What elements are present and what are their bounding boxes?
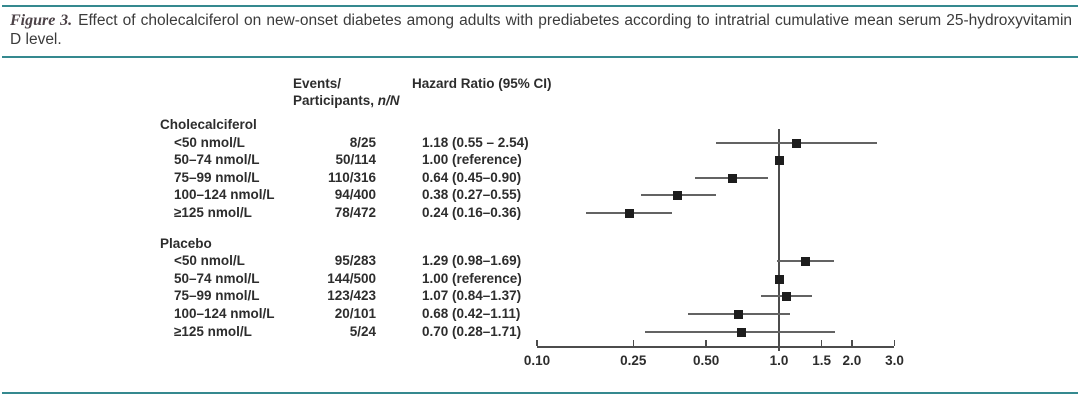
row-events-value: 8/25	[349, 134, 376, 150]
x-axis-line	[537, 346, 895, 348]
x-axis-tick	[820, 340, 823, 346]
x-axis-tick	[705, 340, 707, 346]
events-header-nN: n/N	[377, 93, 400, 108]
figure-number: Figure 3.	[10, 12, 73, 29]
row-hazard-ratio-value: 0.24 (0.16–0.36)	[422, 204, 522, 220]
row-events-value: 5/24	[349, 323, 376, 339]
row-events-value: 110/316	[327, 169, 376, 185]
row-label: ≥125 nmol/L	[174, 204, 252, 220]
row-label: 50–74 nmol/L	[174, 270, 260, 286]
x-axis-tick-label: 0.50	[693, 353, 720, 368]
row-label: <50 nmol/L	[174, 253, 245, 269]
row-label: 75–99 nmol/L	[174, 169, 260, 185]
x-axis-tick-label: 1.0	[769, 353, 789, 368]
row-hazard-ratio-value: 0.70 (0.28–1.71)	[422, 323, 522, 339]
caption-divider-rule	[2, 56, 1078, 58]
table-row: 100–124 nmol/L 94/400 0.38 (0.27–0.55)	[0, 186, 1080, 204]
group-header-row: Cholecalciferol	[0, 116, 1080, 134]
table-row: 50–74 nmol/L 144/500 1.00 (reference)	[0, 270, 1080, 288]
events-header-line1: Events/	[293, 76, 342, 91]
x-axis-tick	[778, 340, 780, 346]
table-row: 50–74 nmol/L 50/114 1.00 (reference)	[0, 151, 1080, 169]
x-axis-tick-label: 3.0	[885, 353, 904, 368]
caption-text: Effect of cholecalciferol on new-onset d…	[10, 12, 1073, 48]
top-rule	[2, 5, 1078, 7]
row-hazard-ratio-value: 0.64 (0.45–0.90)	[422, 169, 522, 185]
bottom-rule	[2, 392, 1078, 394]
x-axis-tick	[536, 340, 538, 346]
row-events-value: 94/400	[334, 187, 376, 203]
row-label: 100–124 nmol/L	[174, 305, 275, 321]
row-hazard-ratio-value: 1.29 (0.98–1.69)	[422, 253, 522, 269]
events-column-header: Events/Participants, n/N	[293, 75, 400, 109]
row-events-value: 95/283	[334, 253, 376, 269]
table-row: <50 nmol/L 8/25 1.18 (0.55 – 2.54)	[0, 134, 1080, 152]
group-name: Cholecalciferol	[160, 117, 257, 132]
row-hazard-ratio-value: 0.68 (0.42–1.11)	[422, 305, 521, 321]
row-hazard-ratio-value: 1.07 (0.84–1.37)	[422, 288, 522, 304]
row-label: <50 nmol/L	[174, 134, 245, 150]
table-row: 75–99 nmol/L 123/423 1.07 (0.84–1.37)	[0, 287, 1080, 305]
table-row: 100–124 nmol/L 20/101 0.68 (0.42–1.11)	[0, 305, 1080, 323]
row-hazard-ratio-value: 1.00 (reference)	[422, 270, 522, 286]
row-hazard-ratio-value: 1.00 (reference)	[422, 152, 522, 168]
table-row: ≥125 nmol/L 78/472 0.24 (0.16–0.36)	[0, 204, 1080, 222]
row-hazard-ratio-value: 0.38 (0.27–0.55)	[422, 187, 522, 203]
figure-caption: Figure 3. Effect of cholecalciferol on ne…	[10, 11, 1072, 49]
row-label: ≥125 nmol/L	[174, 323, 252, 339]
row-label: 100–124 nmol/L	[174, 187, 275, 203]
row-label: 75–99 nmol/L	[174, 288, 260, 304]
row-hazard-ratio-value: 1.18 (0.55 – 2.54)	[422, 134, 529, 150]
table-row: ≥125 nmol/L 5/24 0.70 (0.28–1.71)	[0, 323, 1080, 341]
x-axis-tick-label: 0.25	[620, 353, 647, 368]
x-axis-tick	[632, 340, 635, 346]
row-events-value: 50/114	[335, 152, 376, 168]
events-header-line2: Participants,	[293, 93, 378, 108]
group-header-row: Placebo	[0, 235, 1080, 253]
hazard-ratio-column-header: Hazard Ratio (95% CI)	[412, 76, 552, 91]
row-events-value: 144/500	[327, 270, 376, 286]
row-events-value: 20/101	[334, 305, 376, 321]
x-axis-tick-label: 0.10	[523, 353, 551, 368]
row-events-value: 78/472	[334, 204, 376, 220]
forest-table-rows: Cholecalciferol <50 nmol/L 8/25 1.18 (0.55 …	[0, 116, 1080, 340]
row-events-value: 123/423	[327, 288, 376, 304]
group-name: Placebo	[160, 235, 212, 251]
figure-body: Events/Participants, n/N Hazard Ratio (9…	[0, 60, 1080, 393]
x-axis-tick	[851, 340, 853, 346]
x-axis-tick	[893, 340, 896, 346]
table-row: 75–99 nmol/L 110/316 0.64 (0.45–0.90)	[0, 169, 1080, 187]
x-axis-tick-label: 2.0	[842, 353, 862, 368]
row-label: 50–74 nmol/L	[174, 152, 260, 168]
x-axis-tick-label: 1.5	[812, 353, 831, 368]
table-row: <50 nmol/L 95/283 1.29 (0.98–1.69)	[0, 252, 1080, 270]
